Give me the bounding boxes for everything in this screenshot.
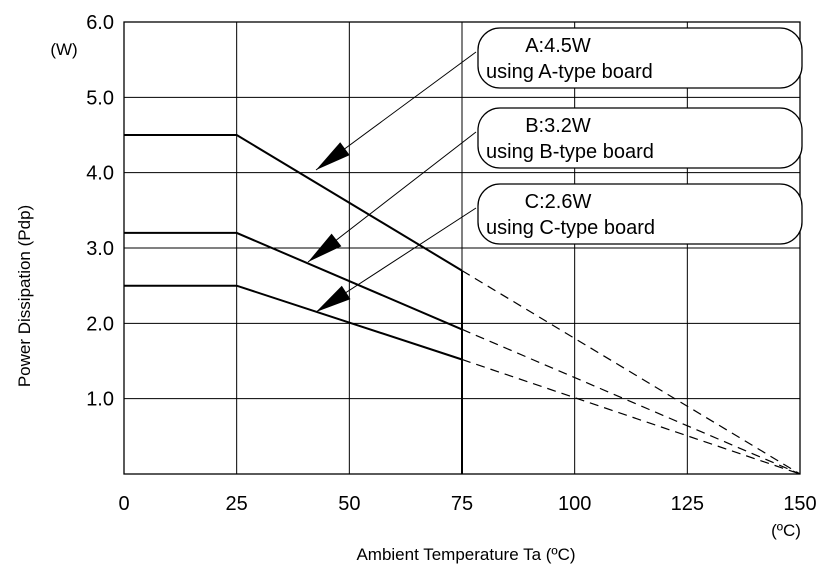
series-extrapolation-0 xyxy=(461,270,801,475)
y-tick-label: 2.0 xyxy=(86,313,114,335)
series-line-2 xyxy=(124,284,463,361)
y-tick-label: 1.0 xyxy=(86,389,114,411)
callout-board-2: using C-type board xyxy=(486,217,655,239)
x-tick-label: 25 xyxy=(226,493,248,515)
x-unit-label: (ºC) xyxy=(771,521,801,540)
callout-arrowhead-1 xyxy=(308,233,342,262)
y-tick-label: 5.0 xyxy=(86,87,114,109)
callout-box-0 xyxy=(477,27,803,89)
callout-board-1: using B-type board xyxy=(486,141,654,163)
y-tick-label: 6.0 xyxy=(86,12,114,34)
callout-arrowhead-0 xyxy=(316,142,350,170)
series-extrapolation-1 xyxy=(461,328,801,475)
callout-box-2 xyxy=(477,183,803,245)
callout-rating-1: B:3.2W xyxy=(525,115,591,137)
x-tick-label: 100 xyxy=(558,493,591,515)
x-tick-label: 0 xyxy=(118,493,129,515)
y-tick-label: 4.0 xyxy=(86,163,114,185)
series-line-0 xyxy=(124,134,463,272)
callout-rating-0: A:4.5W xyxy=(525,35,591,57)
x-axis-title: Ambient Temperature Ta (ºC) xyxy=(356,545,575,564)
tick-labels: 0 25 50 75 100 125 150 1.0 2.0 3.0 4.0 5.0 6.0 xyxy=(86,12,817,515)
x-tick-label: 150 xyxy=(783,493,816,515)
callout-rating-2: C:2.6W xyxy=(525,191,592,213)
callout-arrowhead-2 xyxy=(316,285,351,312)
series-extrapolation-2 xyxy=(461,358,801,475)
x-tick-label: 50 xyxy=(338,493,360,515)
y-tick-label: 3.0 xyxy=(86,238,114,260)
series-lines xyxy=(124,134,801,475)
series-line-1 xyxy=(124,231,463,331)
callouts: A:4.5W using A-type board B:3.2W using B-ty… xyxy=(307,27,803,313)
callout-box-1 xyxy=(477,107,803,169)
x-tick-label: 75 xyxy=(451,493,473,515)
callout-board-0: using A-type board xyxy=(486,61,653,83)
x-tick-label: 125 xyxy=(671,493,704,515)
y-unit-label: (W) xyxy=(50,40,77,59)
y-axis-title: Power Dissipation (Pdp) xyxy=(15,205,34,387)
